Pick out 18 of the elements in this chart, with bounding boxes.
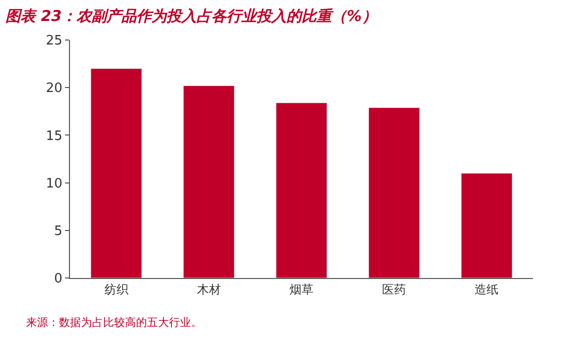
x-tick-label: 木材 (196, 282, 221, 296)
chart-title: 图表 23：农副产品作为投入占各行业投入的比重（%） (6, 7, 377, 25)
y-tick-label: 25 (46, 34, 62, 49)
x-tick-label: 烟草 (290, 282, 314, 296)
bar (183, 85, 235, 278)
y-tick-label: 20 (46, 81, 62, 96)
x-tick-label: 医药 (382, 282, 406, 296)
x-tick-label: 造纸 (474, 282, 499, 296)
source-note: 来源：数据为占比较高的五大行业。 (26, 316, 202, 329)
bar (368, 107, 420, 278)
y-tick-label: 5 (54, 224, 62, 239)
x-tick-label: 纺织 (104, 282, 128, 296)
bar (90, 68, 142, 278)
bar (460, 173, 512, 278)
y-tick-label: 10 (46, 176, 62, 192)
y-tick-label: 15 (46, 128, 62, 144)
y-tick-label: 0 (54, 272, 62, 287)
bar (276, 102, 328, 278)
